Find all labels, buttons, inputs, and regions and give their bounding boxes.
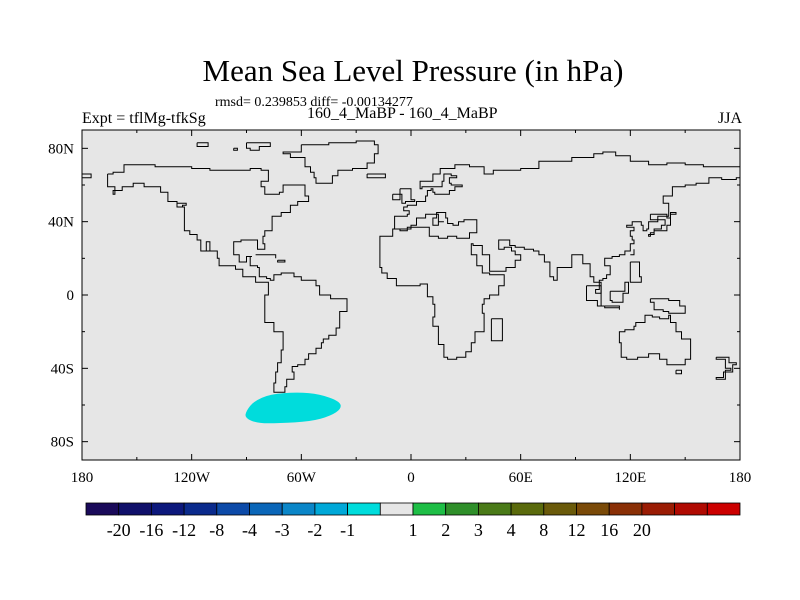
- anomaly-region: [245, 392, 341, 424]
- x-tick-label: 60W: [287, 470, 317, 486]
- colorbar-swatch: [150, 502, 185, 516]
- colorbar-label: 3: [474, 520, 483, 540]
- colorbar-label: -20: [107, 520, 131, 540]
- coastline: [196, 142, 209, 147]
- colorbar-swatch: [608, 502, 643, 516]
- coastline: [675, 369, 682, 375]
- coastline: [107, 164, 348, 393]
- coastline: [715, 356, 737, 380]
- x-tick-label: 180: [729, 470, 752, 486]
- axes-layer: 180 120W 60W 0 60E 120E 180 80N 40N 0 40S 80S: [48, 130, 751, 486]
- y-tick-label: 40N: [48, 215, 74, 231]
- x-tick-label: 0: [407, 470, 415, 486]
- colorbar-swatch: [445, 502, 479, 516]
- coastline: [282, 140, 379, 184]
- coastline-layer: [82, 140, 741, 393]
- y-tick-label: 40S: [51, 361, 74, 377]
- coastline: [392, 193, 401, 201]
- colorbar-label: 1: [409, 520, 418, 540]
- coastline: [277, 259, 286, 263]
- coastline: [604, 305, 620, 310]
- y-tick-label: 0: [67, 288, 75, 304]
- colorbar-swatch: [706, 502, 741, 516]
- coastline: [82, 173, 92, 179]
- coastline: [379, 175, 741, 360]
- coastline: [629, 261, 642, 283]
- coastline: [246, 142, 271, 151]
- coastline: [490, 318, 503, 342]
- coastline: [233, 147, 238, 151]
- colorbar-label: 16: [600, 520, 618, 540]
- chart-subtitle: 160_4_MaBP - 160_4_MaBP: [307, 105, 498, 122]
- x-tick-label: 120E: [614, 470, 646, 486]
- plot-background: [82, 130, 740, 460]
- colorbar: -20 -16 -12 -8 -4 -3 -2 -1 1 2 3 4 8 12 16 20: [85, 502, 741, 540]
- colorbar-swatch: [477, 502, 512, 516]
- colorbar-label: 12: [568, 520, 586, 540]
- colorbar-label: -1: [340, 520, 355, 540]
- colorbar-label: 4: [507, 520, 516, 540]
- x-tick-label: 180: [71, 470, 94, 486]
- coastline: [176, 202, 187, 208]
- colorbar-swatch: [118, 502, 152, 516]
- colorbar-label: -3: [275, 520, 290, 540]
- colorbar-swatch: [674, 502, 708, 516]
- colorbar-label: 20: [633, 520, 651, 540]
- coastline: [648, 212, 677, 237]
- colorbar-swatch: [314, 502, 348, 516]
- chart-title: Mean Sea Level Pressure (in hPa): [202, 53, 624, 88]
- coastline: [586, 285, 605, 307]
- colorbar-swatch: [216, 502, 250, 516]
- colorbar-swatch: [412, 502, 447, 516]
- coastline: [255, 254, 277, 259]
- coastline: [649, 298, 686, 314]
- rmsd-diff-stats: rmsd= 0.239853 diff= -0.00134277: [215, 95, 413, 110]
- colorbar-swatch: [379, 502, 414, 516]
- x-tick-label: 60E: [509, 470, 533, 486]
- colorbar-swatch: [85, 502, 120, 516]
- coastline: [392, 151, 741, 230]
- coastline: [366, 173, 386, 179]
- colorbar-swatch: [510, 502, 545, 516]
- colorbar-label: 8: [539, 520, 548, 540]
- season-label: JJA: [718, 110, 743, 127]
- x-tick-label: 120W: [173, 470, 211, 486]
- colorbar-swatch: [641, 502, 676, 516]
- y-tick-label: 80S: [51, 435, 74, 451]
- coastline: [609, 281, 629, 303]
- colorbar-label: -16: [139, 520, 163, 540]
- colorbar-swatch: [183, 502, 218, 516]
- colorbar-swatch: [543, 502, 577, 516]
- colorbar-label: -4: [242, 520, 257, 540]
- anomaly-layer: [245, 392, 341, 424]
- colorbar-label: -8: [209, 520, 224, 540]
- colorbar-swatch: [347, 502, 381, 516]
- colorbar-swatch: [576, 502, 610, 516]
- colorbar-label: -2: [307, 520, 322, 540]
- y-tick-label: 80N: [48, 141, 74, 157]
- coastline: [630, 249, 635, 256]
- coastline: [399, 188, 416, 204]
- colorbar-label: -12: [172, 520, 196, 540]
- colorbar-swatch: [281, 502, 316, 516]
- coastline: [618, 314, 692, 366]
- experiment-label: Expt = tflMg-tfkSg: [82, 110, 206, 127]
- colorbar-label: 2: [441, 520, 450, 540]
- colorbar-swatch: [249, 502, 283, 516]
